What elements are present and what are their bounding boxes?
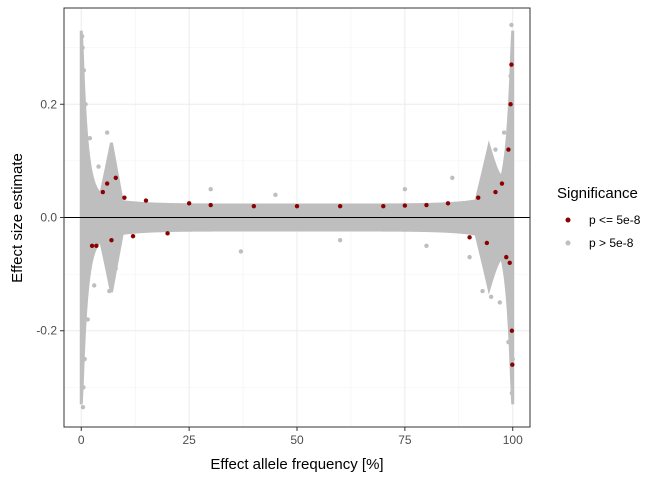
point-not-significant <box>109 147 114 152</box>
y-axis-ticks: -0.2 0.0 0.2 <box>36 97 64 338</box>
point-not-significant <box>83 102 88 107</box>
point-not-significant <box>82 356 87 362</box>
y-tick-label: 0.0 <box>40 211 57 225</box>
point-significant <box>251 203 257 209</box>
y-tick-label: -0.2 <box>36 324 57 338</box>
point-not-significant <box>402 186 408 192</box>
point-not-significant <box>510 356 515 362</box>
point-not-significant <box>508 73 513 79</box>
point-significant <box>100 189 106 195</box>
legend-label-significant: p <= 5e-8 <box>589 213 641 227</box>
point-significant <box>493 189 498 195</box>
point-not-significant <box>238 249 244 254</box>
point-not-significant <box>273 192 278 198</box>
point-not-significant <box>467 254 472 260</box>
x-axis-title: Effect allele frequency [%] <box>210 456 383 473</box>
point-significant <box>294 203 300 209</box>
point-significant <box>402 203 408 208</box>
point-significant <box>89 243 95 249</box>
point-significant <box>510 362 515 367</box>
point-significant <box>506 147 511 152</box>
legend-key-not-significant <box>565 240 571 246</box>
point-significant <box>484 240 490 246</box>
point-significant <box>508 102 513 107</box>
point-not-significant <box>208 186 213 192</box>
point-significant <box>337 203 343 209</box>
point-not-significant <box>80 404 86 410</box>
legend-label-not-significant: p > 5e-8 <box>589 236 634 250</box>
point-not-significant <box>113 266 118 271</box>
point-significant <box>499 181 505 186</box>
point-not-significant <box>79 34 85 39</box>
x-tick-label: 75 <box>398 433 412 447</box>
point-not-significant <box>80 45 85 50</box>
point-not-significant <box>493 147 498 152</box>
x-tick-label: 100 <box>503 433 523 447</box>
point-not-significant <box>104 130 110 135</box>
y-axis-title: Effect size estimate <box>9 153 26 283</box>
x-tick-label: 25 <box>182 433 196 447</box>
point-not-significant <box>497 300 502 305</box>
point-not-significant <box>480 288 485 294</box>
point-significant <box>509 62 514 67</box>
point-significant <box>208 202 213 208</box>
x-tick-label: 50 <box>290 433 304 447</box>
legend-title: Significance <box>557 185 638 202</box>
data-points <box>79 22 515 410</box>
x-tick-label: 0 <box>78 433 85 447</box>
point-significant <box>445 201 451 206</box>
point-significant <box>109 237 114 243</box>
point-significant <box>104 181 110 186</box>
point-not-significant <box>424 243 429 249</box>
point-not-significant <box>450 175 455 181</box>
point-not-significant <box>337 237 343 243</box>
y-tick-label: 0.2 <box>40 97 57 111</box>
legend-key-significant <box>565 217 571 223</box>
point-not-significant <box>509 22 514 28</box>
point-not-significant <box>85 317 90 322</box>
point-significant <box>143 198 149 203</box>
point-significant <box>381 203 386 209</box>
point-significant <box>186 201 192 206</box>
point-significant <box>122 195 127 200</box>
point-significant <box>165 231 170 236</box>
point-not-significant <box>87 136 93 141</box>
point-significant <box>424 202 429 208</box>
x-axis-ticks: 0 25 50 75 100 <box>78 427 523 447</box>
point-not-significant <box>506 339 511 345</box>
point-not-significant <box>501 130 507 135</box>
point-significant <box>507 260 512 265</box>
point-not-significant <box>484 158 490 164</box>
legend: Significance p <= 5e-8 p > 5e-8 <box>557 185 641 250</box>
point-not-significant <box>92 283 97 288</box>
point-not-significant <box>509 390 515 396</box>
point-significant <box>94 243 99 249</box>
point-not-significant <box>107 288 112 294</box>
point-not-significant <box>96 164 101 169</box>
point-not-significant <box>81 385 86 390</box>
point-not-significant <box>488 294 494 299</box>
point-significant <box>504 254 509 260</box>
point-significant <box>113 175 118 181</box>
point-significant <box>467 235 472 240</box>
point-significant <box>509 328 515 333</box>
point-significant <box>130 233 136 239</box>
point-not-significant <box>81 68 87 73</box>
point-significant <box>476 195 481 200</box>
